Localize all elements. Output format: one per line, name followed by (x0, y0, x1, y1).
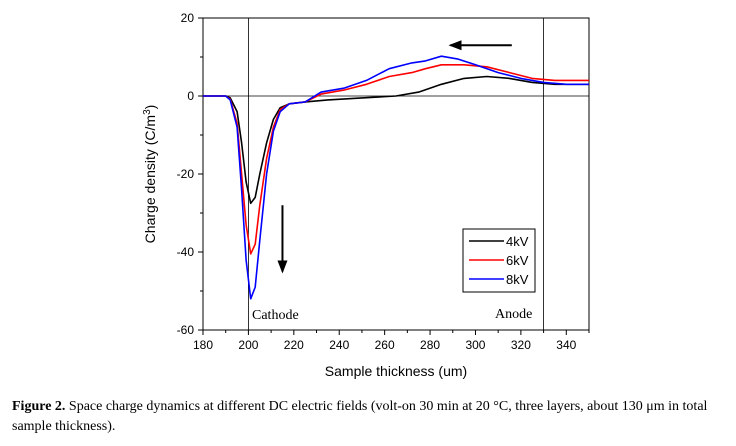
y-axis-title-sup: 3 (142, 109, 153, 115)
x-tick-label: 300 (465, 338, 485, 352)
arrow-left-head (448, 40, 462, 51)
legend-label-6kV: 6kV (506, 253, 529, 268)
x-tick-label: 240 (329, 338, 349, 352)
cathode-label: Cathode (252, 308, 299, 323)
y-axis-title-main: Charge density (C/m (142, 115, 158, 243)
series-line-8kV (203, 55, 589, 300)
y-axis-title: Charge density (C/m3) (142, 105, 159, 244)
axes: 180 200 220 240 260 280 300 320 340 -60 -40 -20 0 20 (177, 11, 590, 352)
arrows (277, 40, 512, 274)
anode-label: Anode (495, 307, 532, 322)
caption-text: Space charge dynamics at different DC el… (12, 399, 708, 434)
chart-svg: 180 200 220 240 260 280 300 320 340-60-40-20020 … (142, 11, 590, 379)
x-axis-title: Sample thickness (um) (325, 363, 467, 379)
x-tick-label: 220 (284, 338, 304, 352)
y-tick-label: 0 (187, 89, 194, 103)
legend-label-8kV: 8kV (506, 272, 529, 287)
series-layer (203, 55, 589, 300)
x-tick-label: 200 (238, 338, 258, 352)
annotations: Cathode Anode (252, 307, 532, 323)
y-tick-label: -40 (177, 245, 195, 259)
x-tick-label: 340 (556, 338, 576, 352)
x-tick-label: 320 (511, 338, 531, 352)
arrow-down-head (277, 260, 288, 274)
legend-label-4kV: 4kV (506, 234, 529, 249)
figure-caption: Figure 2. Space charge dynamics at diffe… (12, 397, 728, 437)
x-tick-label: 180 (193, 338, 213, 352)
y-axis-title-close: ) (142, 105, 158, 110)
caption-label: Figure 2. (12, 399, 66, 414)
x-tick-label: 260 (375, 338, 395, 352)
legend: 4kV 6kV 8kV (462, 228, 536, 293)
y-tick-label: -60 (177, 323, 195, 337)
y-tick-label: 20 (181, 11, 195, 25)
x-tick-label: 280 (420, 338, 440, 352)
y-tick-label: -20 (177, 167, 195, 181)
